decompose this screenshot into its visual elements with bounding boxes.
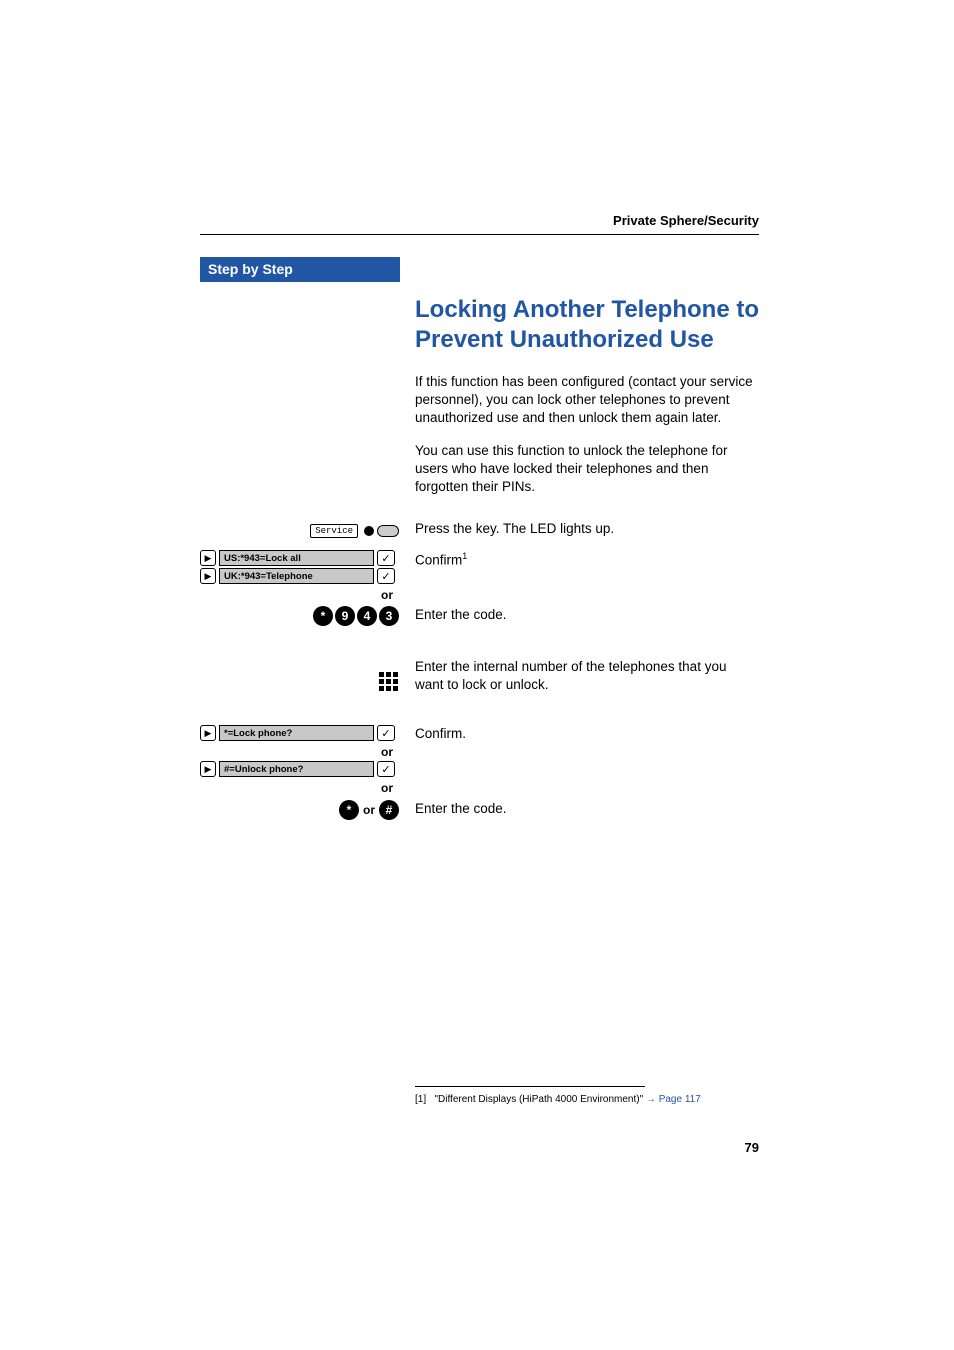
check-icon[interactable]: ✓ (377, 550, 395, 566)
menu-lock-phone[interactable]: *=Lock phone? (219, 725, 374, 741)
enter-code-text-2: Enter the code. (400, 800, 755, 820)
or-label: or (200, 588, 395, 602)
menu-us-lock[interactable]: US:*943=Lock all (219, 550, 374, 566)
check-icon[interactable]: ✓ (377, 725, 395, 741)
confirm-text: Confirm (415, 553, 462, 568)
arrow-right-icon[interactable]: ▶ (200, 568, 216, 584)
press-key-text: Press the key. The LED lights up. (400, 520, 755, 538)
key-star[interactable]: * (339, 800, 359, 820)
header-divider (200, 234, 759, 235)
footnote-marker: 1 (462, 551, 467, 561)
arrow-right-icon[interactable]: ▶ (200, 550, 216, 566)
key-star[interactable]: * (313, 606, 333, 626)
or-label: or (363, 803, 375, 817)
intro-paragraph-2: You can use this function to unlock the … (415, 442, 759, 497)
confirm-text: Confirm. (400, 725, 755, 797)
service-key-button[interactable] (377, 525, 399, 537)
or-label: or (200, 745, 395, 759)
enter-internal-text: Enter the internal number of the telepho… (400, 658, 755, 694)
enter-code-text: Enter the code. (400, 606, 755, 626)
footnote-page-link[interactable]: Page 117 (659, 1094, 701, 1105)
page-number: 79 (745, 1140, 759, 1155)
check-icon[interactable]: ✓ (377, 761, 395, 777)
key-9[interactable]: 9 (335, 606, 355, 626)
footnote-marker-ref: [1] (415, 1094, 426, 1105)
service-key-label: Service (310, 524, 358, 538)
led-icon (364, 526, 374, 536)
header-section: Private Sphere/Security (613, 213, 759, 228)
footnote: [1] "Different Displays (HiPath 4000 Env… (415, 1094, 701, 1105)
footnote-divider (415, 1086, 645, 1087)
keypad-icon (379, 672, 399, 694)
or-label: or (200, 781, 395, 795)
footnote-text: "Different Displays (HiPath 4000 Environ… (434, 1094, 643, 1105)
footnote-arrow: → (646, 1094, 656, 1105)
intro-paragraph-1: If this function has been configured (co… (415, 373, 759, 428)
sidebar-title: Step by Step (200, 257, 400, 282)
menu-unlock-phone[interactable]: #=Unlock phone? (219, 761, 374, 777)
arrow-right-icon[interactable]: ▶ (200, 725, 216, 741)
key-3[interactable]: 3 (379, 606, 399, 626)
arrow-right-icon[interactable]: ▶ (200, 761, 216, 777)
page-title: Locking Another Telephone to Prevent Una… (415, 295, 759, 355)
key-4[interactable]: 4 (357, 606, 377, 626)
check-icon[interactable]: ✓ (377, 568, 395, 584)
menu-uk-telephone[interactable]: UK:*943=Telephone (219, 568, 374, 584)
key-hash[interactable]: # (379, 800, 399, 820)
